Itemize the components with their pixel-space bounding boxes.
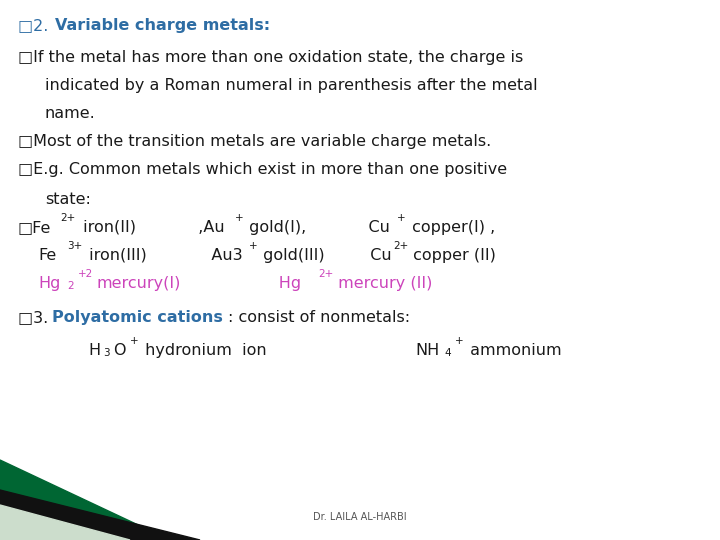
Text: □Most of the transition metals are variable charge metals.: □Most of the transition metals are varia… [18,134,491,149]
Text: +: + [249,241,258,251]
Polygon shape [0,505,130,540]
Text: □3.: □3. [18,310,53,325]
Text: 2: 2 [67,281,73,291]
Text: +: + [130,336,139,346]
Text: iron(II): iron(II) [78,220,136,235]
Text: O: O [113,343,125,358]
Text: iron(III): iron(III) [84,248,147,263]
Text: indicated by a Roman numeral in parenthesis after the metal: indicated by a Roman numeral in parenthe… [45,78,538,93]
Text: ,Au: ,Au [188,220,225,235]
Text: gold(III): gold(III) [258,248,325,263]
Text: state:: state: [45,192,91,207]
Text: gold(I),: gold(I), [244,220,306,235]
Text: name.: name. [45,106,96,121]
Text: copper (II): copper (II) [408,248,496,263]
Text: 4: 4 [444,348,451,358]
Text: Polyatomic cations: Polyatomic cations [52,310,223,325]
Text: +: + [235,213,243,223]
Text: 3: 3 [103,348,109,358]
Text: H: H [88,343,100,358]
Text: Hg: Hg [248,276,301,291]
Polygon shape [0,460,170,540]
Text: : consist of nonmetals:: : consist of nonmetals: [228,310,410,325]
Text: +2: +2 [78,269,94,279]
Text: Au3: Au3 [196,248,243,263]
Text: □2.: □2. [18,18,53,33]
Text: NH: NH [415,343,439,358]
Text: Cu: Cu [348,220,390,235]
Text: Cu: Cu [360,248,392,263]
Text: 2+: 2+ [393,241,408,251]
Text: mercury (II): mercury (II) [333,276,433,291]
Text: mercury(I): mercury(I) [97,276,181,291]
Text: ammonium: ammonium [465,343,562,358]
Text: 3+: 3+ [67,241,82,251]
Text: □If the metal has more than one oxidation state, the charge is: □If the metal has more than one oxidatio… [18,50,523,65]
Text: Dr. LAILA AL-HARBI: Dr. LAILA AL-HARBI [313,512,407,522]
Text: □E.g. Common metals which exist in more than one positive: □E.g. Common metals which exist in more … [18,162,507,177]
Text: hydronium  ion: hydronium ion [140,343,266,358]
Text: □Fe: □Fe [18,220,51,235]
Text: 2+: 2+ [60,213,76,223]
Text: Fe: Fe [38,248,56,263]
Polygon shape [0,490,200,540]
Text: Variable charge metals:: Variable charge metals: [55,18,270,33]
Text: +: + [397,213,405,223]
Text: +: + [455,336,464,346]
Text: 2+: 2+ [318,269,333,279]
Text: Hg: Hg [38,276,60,291]
Text: copper(I) ,: copper(I) , [407,220,495,235]
